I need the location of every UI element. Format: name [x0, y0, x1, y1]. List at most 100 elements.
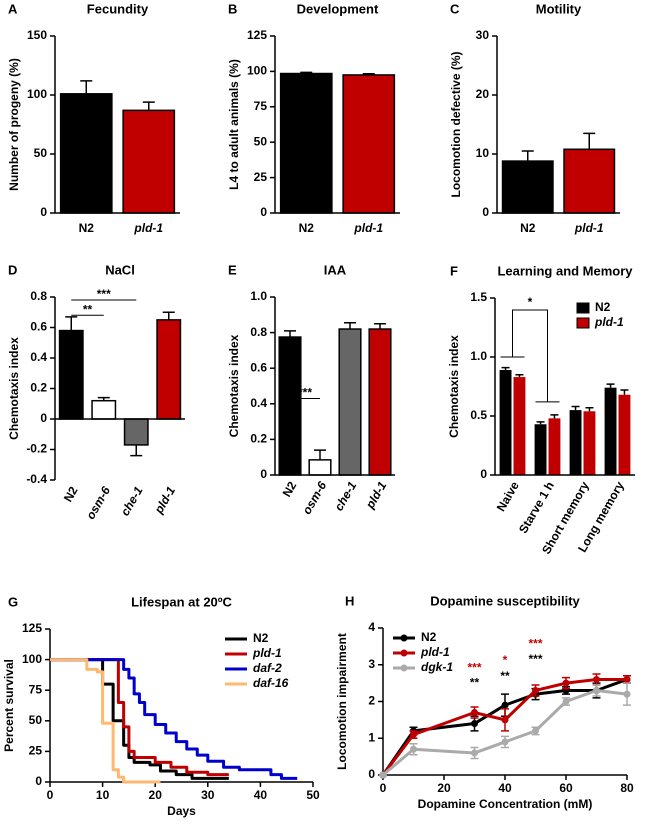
y-axis-label: Number of progeny (%) — [7, 58, 21, 191]
legend-label: daf-16 — [253, 676, 289, 690]
legend-label: dgk-1 — [421, 660, 453, 674]
x-tick-label: 0 — [47, 788, 54, 802]
bar — [338, 328, 362, 476]
x-tick-label: pld-1 — [151, 484, 178, 517]
y-tick-label: 0.8 — [250, 325, 267, 339]
x-tick-label: N2 — [299, 221, 315, 235]
panel-letter: H — [345, 593, 354, 608]
x-tick-label: N2 — [520, 221, 536, 235]
error-bar — [374, 322, 386, 330]
error-bar — [65, 316, 78, 331]
y-tick-label: 0 — [40, 205, 47, 219]
series-line — [50, 658, 298, 780]
panel-letter: F — [450, 263, 458, 278]
y-tick-label: 125 — [247, 28, 267, 42]
y-tick-label: 1 — [368, 730, 375, 744]
x-tick-label: pld-1 — [133, 221, 163, 235]
marker — [532, 686, 539, 694]
y-tick-label: 50 — [254, 134, 268, 148]
y-tick-label: 0.2 — [30, 381, 47, 395]
bar — [499, 369, 512, 475]
error-bar — [583, 132, 596, 150]
bar — [583, 411, 596, 475]
marker — [379, 771, 387, 779]
error-bar — [284, 330, 296, 338]
legend-label: N2 — [421, 630, 437, 644]
marker — [501, 716, 509, 724]
marker — [501, 701, 509, 709]
bar — [59, 93, 113, 214]
bar — [278, 336, 302, 476]
x-tick-label: pld-1 — [353, 221, 383, 235]
y-tick-label: 0 — [260, 467, 267, 481]
x-tick-label: 40 — [254, 788, 268, 802]
x-tick-label: pld-1 — [574, 221, 604, 235]
y-tick-label: 1.0 — [470, 349, 487, 363]
y-tick-label: 0.6 — [30, 320, 47, 334]
x-tick-label: 60 — [559, 781, 573, 795]
y-tick-label: 0.6 — [250, 360, 267, 374]
legend-label: N2 — [595, 300, 611, 314]
y-axis-label: Locomotion defective (%) — [449, 51, 463, 197]
chart-title: IAA — [324, 262, 347, 277]
x-tick-label: pld-1 — [362, 479, 389, 512]
y-tick-label: 10 — [476, 146, 490, 160]
bar — [122, 109, 176, 214]
y-tick-label: 0 — [368, 767, 375, 781]
x-axis-label: Days — [167, 804, 196, 818]
y-axis-label: L4 to adult animals (%) — [227, 59, 241, 190]
series-line — [382, 688, 628, 777]
x-tick-label: N2 — [280, 479, 300, 500]
panel-letter: E — [228, 262, 237, 277]
y-tick-label: 1.5 — [470, 290, 487, 304]
legend-swatch — [576, 317, 590, 329]
error-bar — [620, 389, 629, 395]
y-tick-label: 0.2 — [250, 432, 267, 446]
y-tick-label: 125 — [22, 621, 42, 635]
y-tick-label: 0 — [35, 774, 42, 788]
bar — [123, 418, 149, 446]
bar — [534, 424, 547, 475]
error-bar — [362, 73, 375, 75]
bar — [58, 329, 84, 420]
y-tick-label: 50 — [34, 146, 48, 160]
series-line — [381, 677, 627, 776]
legend-label: pld-1 — [420, 645, 450, 659]
panel-letter: B — [228, 1, 237, 16]
error-bar — [585, 406, 594, 412]
bar — [368, 328, 392, 476]
y-axis-label: Chemotaxis index — [227, 334, 241, 437]
bar — [604, 387, 617, 475]
significance-label: ** — [470, 675, 480, 689]
bar — [501, 160, 554, 214]
marker — [410, 745, 417, 753]
y-axis-label: Chemotaxis index — [7, 337, 21, 440]
bar — [342, 74, 396, 214]
significance-label: ** — [83, 302, 93, 316]
chart-title: NaCl — [105, 262, 135, 277]
x-tick-label: che-1 — [332, 479, 360, 513]
x-tick-label: N2 — [61, 484, 81, 505]
x-tick-label: 10 — [96, 788, 110, 802]
x-tick-label: 20 — [149, 788, 163, 802]
error-bar — [130, 444, 143, 457]
y-axis-label: Chemotaxis index — [447, 335, 461, 438]
bar — [513, 377, 526, 475]
panel-letter: G — [8, 594, 18, 609]
y-tick-label: -0.4 — [26, 472, 47, 486]
y-tick-label: 3 — [368, 657, 375, 671]
error-bar — [521, 150, 534, 162]
y-axis-label: Percent survival — [2, 659, 16, 752]
marker — [471, 720, 478, 728]
marker — [562, 679, 570, 687]
x-tick-label: 20 — [437, 781, 451, 795]
panel-letter: C — [450, 1, 460, 16]
y-tick-label: 0 — [480, 467, 487, 481]
x-tick-label: 80 — [620, 781, 634, 795]
chart-title: Development — [297, 1, 379, 16]
legend-label: N2 — [253, 631, 269, 645]
y-tick-label: 25 — [29, 744, 43, 758]
y-tick-label: 50 — [29, 713, 43, 727]
y-tick-label: 0.4 — [250, 396, 267, 410]
y-tick-label: 75 — [254, 99, 268, 113]
